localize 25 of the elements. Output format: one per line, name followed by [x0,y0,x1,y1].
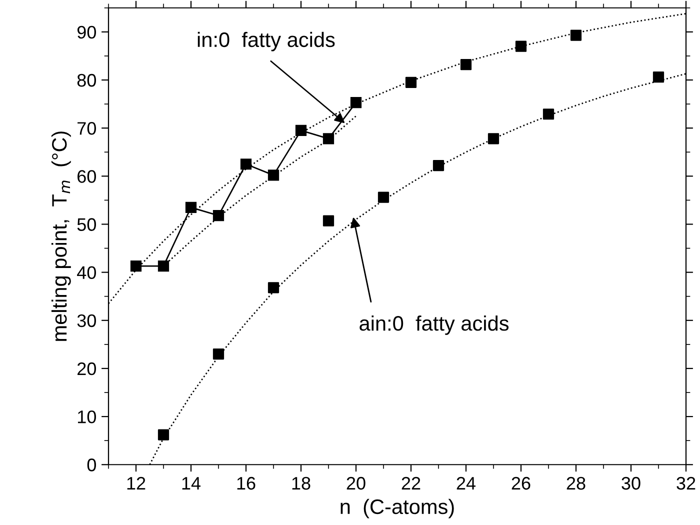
y-tick-label: 80 [77,74,96,87]
y-tick-label: 10 [78,410,96,424]
x-tick-label: 22 [402,476,420,490]
x-tick-label: 30 [622,476,640,490]
x-axis-title: n (C-atoms) [340,498,454,518]
x-tick-label: 20 [346,476,366,490]
y-tick-label: 70 [78,122,96,135]
y-axis-title: melting point, T$_{m}$ (°C) [51,132,71,341]
y-tick-label: 50 [77,218,96,231]
x-tick-label: 26 [512,476,530,490]
x-tick-label: 14 [182,477,201,490]
y-tick-label: 90 [77,26,96,39]
x-tick-label: 12 [127,476,146,490]
x-tick-label: 24 [456,476,476,490]
x-tick-label: 32 [676,476,696,490]
x-tick-label: 28 [566,476,586,490]
y-tick-label: 40 [77,266,96,280]
x-tick-label: 16 [237,476,256,490]
annotation: in:0 fatty acids [198,32,335,52]
annotation: ain:0 fatty acids [360,315,509,335]
x-tick-label: 18 [292,476,310,490]
y-tick-label: 0 [87,458,96,472]
y-tick-label: 60 [78,170,96,183]
y-tick-label: 30 [77,314,96,328]
y-tick-label: 20 [78,362,96,376]
